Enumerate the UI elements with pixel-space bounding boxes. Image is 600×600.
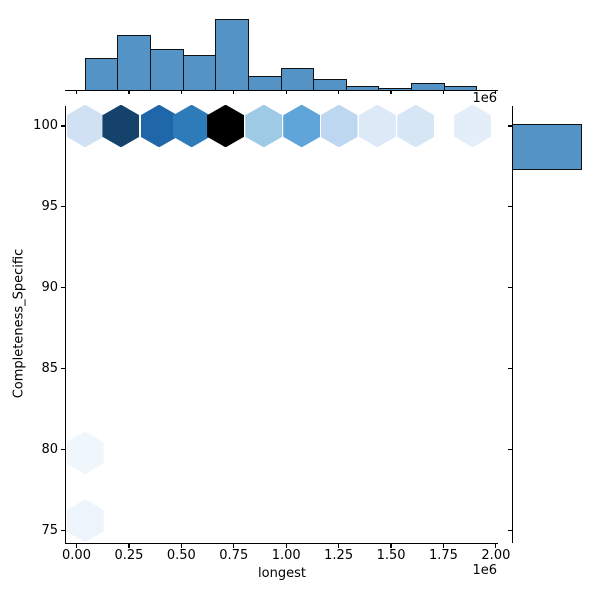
right-marginal-y-tick-mark: [507, 206, 512, 208]
y-tick-mark: [61, 529, 65, 532]
top-marginal-bottom-spine: [65, 89, 498, 91]
top-marginal-x-tick-mark: [180, 90, 182, 95]
top-histogram-bar: [150, 49, 184, 91]
y-tick-label: 90: [41, 279, 58, 295]
x-tick-label: 0.50: [166, 548, 196, 563]
right-marginal-y-tick-mark: [507, 368, 512, 370]
right-marginal-y-tick-mark: [507, 287, 512, 289]
x-tick-label: 2.00: [481, 548, 511, 563]
x-tick-mark: [180, 544, 182, 548]
right-marginal-left-spine: [511, 105, 513, 544]
main-bottom-spine: [65, 542, 498, 544]
y-tick-label: 75: [41, 522, 58, 538]
y-tick-label: 85: [41, 360, 58, 376]
top-marginal-offset-text: 1e6: [472, 91, 497, 106]
x-tick-label: 0.00: [62, 548, 91, 563]
hexbin-cell: [397, 104, 435, 148]
hexbin-cell: [454, 104, 492, 148]
right-marginal-y-tick-mark: [507, 449, 512, 451]
top-histogram-bar: [215, 19, 249, 91]
right-marginal-y-tick-mark: [507, 125, 512, 127]
top-marginal-x-tick-mark: [338, 90, 340, 95]
hexbin-cell: [245, 104, 283, 148]
x-tick-mark: [128, 544, 130, 548]
top-marginal-x-tick-mark: [285, 90, 287, 95]
top-histogram-bar: [117, 35, 152, 91]
x-tick-label: 1.00: [271, 548, 301, 563]
y-tick-mark: [61, 206, 65, 208]
top-marginal-x-tick-mark: [128, 90, 130, 95]
hexbin-cell: [102, 104, 140, 148]
top-marginal-x-tick-mark: [442, 90, 445, 95]
x-tick-label: 1.25: [324, 548, 354, 563]
x-tick-mark: [233, 544, 235, 548]
x-tick-label: 0.75: [219, 548, 249, 563]
x-tick-label: 1.50: [376, 548, 406, 563]
top-histogram-bar: [84, 58, 119, 91]
top-marginal-x-tick-mark: [495, 90, 497, 95]
x-tick-mark: [285, 544, 287, 548]
y-tick-label: 80: [41, 441, 58, 457]
x-tick-mark: [75, 544, 78, 548]
main-left-spine: [65, 105, 67, 544]
x-tick-label: 0.25: [114, 548, 144, 563]
hexbin-cell: [207, 104, 245, 148]
top-histogram-bar: [280, 68, 315, 91]
top-histogram-bar: [182, 55, 217, 91]
top-histogram-bar: [247, 76, 282, 91]
hexbin-cell: [283, 104, 321, 148]
top-marginal-x-tick-mark: [75, 90, 78, 95]
y-tick-label: 95: [41, 198, 58, 214]
y-tick-mark: [61, 449, 65, 451]
top-marginal-x-tick-mark: [233, 90, 235, 95]
hexbin-cell: [173, 104, 211, 148]
y-tick-mark: [61, 125, 65, 127]
hexbin-cell: [358, 104, 396, 148]
hexbin-cell: [66, 104, 104, 148]
x-axis-label: longest: [258, 566, 306, 581]
hexbin-cell: [66, 431, 104, 475]
right-histogram-bar: [511, 124, 582, 170]
y-tick-mark: [61, 368, 65, 370]
hexbin-cell: [320, 104, 358, 148]
hexbin-cell: [66, 499, 104, 543]
right-marginal-y-tick-mark: [507, 529, 512, 532]
x-axis-offset-text: 1e6: [472, 563, 497, 578]
x-tick-mark: [338, 544, 340, 548]
top-marginal-x-tick-mark: [390, 90, 392, 95]
hexbin-cell: [140, 104, 178, 148]
x-tick-mark: [495, 544, 497, 548]
x-tick-label: 1.75: [428, 548, 458, 563]
x-tick-mark: [390, 544, 392, 548]
y-axis-label: Completeness_Specific: [11, 248, 27, 399]
y-tick-mark: [61, 287, 65, 289]
y-tick-label: 100: [33, 118, 58, 133]
x-tick-mark: [442, 544, 445, 548]
